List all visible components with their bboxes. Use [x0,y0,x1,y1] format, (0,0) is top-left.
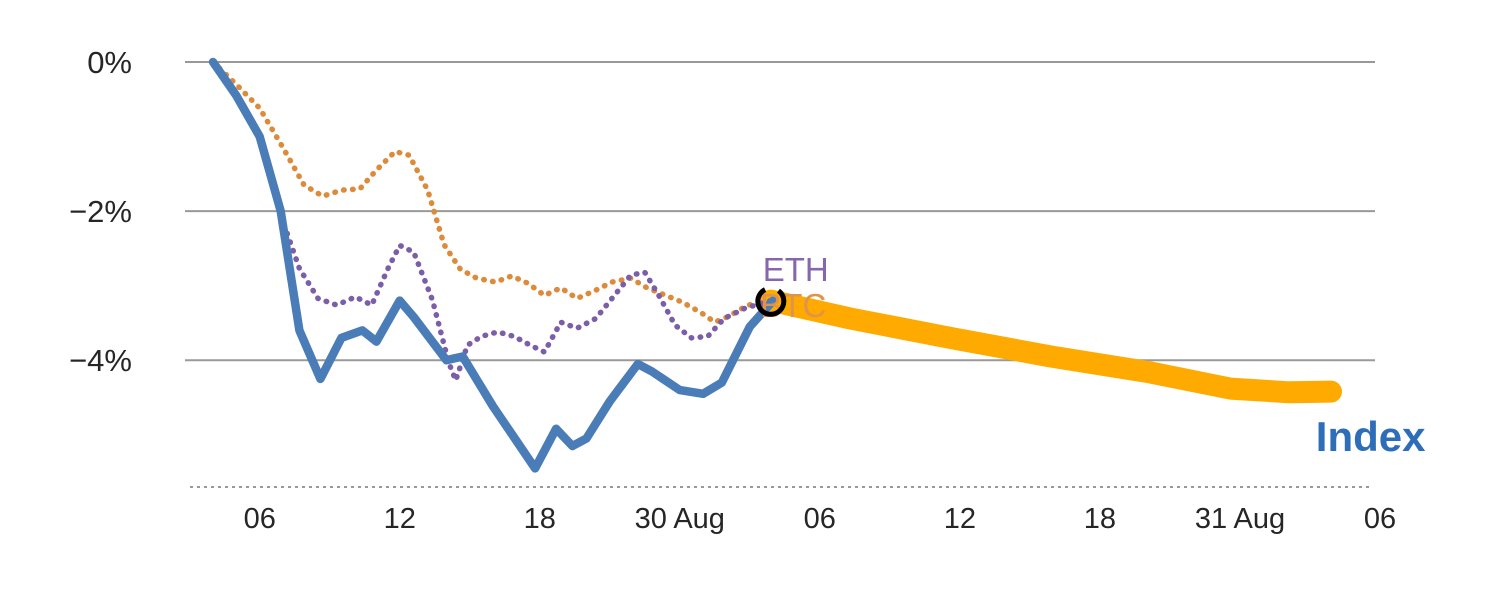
x-tick-label: 06 [1364,503,1396,535]
series-index-line [208,57,778,473]
x-tick-label: 06 [804,503,836,535]
label-eth: ETH [763,251,829,288]
x-tick-label: 18 [1084,503,1116,535]
series-eth-line [210,59,776,384]
x-tick-label: 18 [524,503,556,535]
x-tick-label: 30 Aug [635,503,725,535]
y-tick-label: 0% [87,45,132,80]
label-btc: BTC [760,287,826,324]
endpoint-marker [755,285,787,317]
x-tick-label: 12 [944,503,976,535]
y-tick-label: −2% [69,194,132,229]
series-index-projection-line [759,289,1342,404]
x-tick-label: 06 [244,503,276,535]
x-tick-label: 12 [384,503,416,535]
x-tick-label: 31 Aug [1195,503,1285,535]
y-tick-label: −4% [69,343,132,378]
series-btc-line [210,59,776,325]
label-index: Index [1316,413,1426,460]
